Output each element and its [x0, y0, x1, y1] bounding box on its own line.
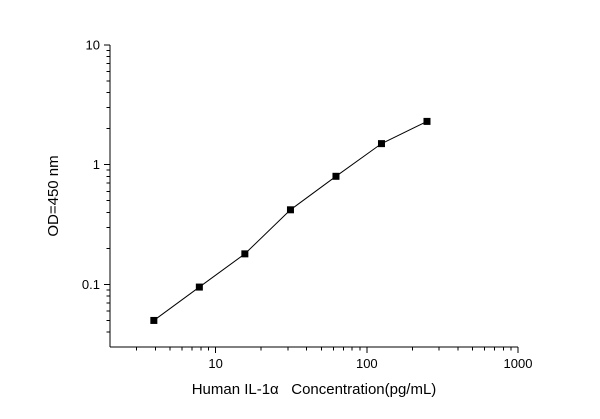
y-tick-label: 10: [86, 38, 100, 53]
data-point: [286, 206, 294, 214]
series-line: [153, 120, 428, 321]
data-point: [423, 117, 431, 125]
data-point: [195, 283, 203, 291]
x-tick-label: 1000: [504, 356, 533, 371]
y-tick-label: 0.1: [82, 277, 100, 292]
data-point: [241, 250, 249, 258]
x-tick-label: 100: [356, 356, 378, 371]
data-point: [377, 140, 385, 148]
data-point: [150, 316, 158, 324]
data-point: [332, 172, 340, 180]
y-tick-label: 1: [93, 157, 100, 172]
x-axis-title: Human IL-1α Concentration(pg/mL): [192, 381, 437, 398]
y-axis-title: OD=450 nm: [45, 155, 62, 236]
axes: [109, 45, 518, 348]
axis-ticks: [104, 44, 519, 353]
axis-tick-labels: 10 100 1000 0.1 1 10: [82, 38, 533, 372]
data-series: [150, 117, 431, 324]
x-tick-label: 10: [208, 356, 222, 371]
